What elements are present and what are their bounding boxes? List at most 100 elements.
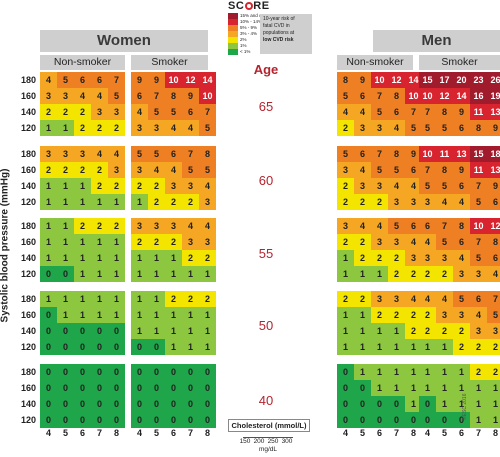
risk-cell: 0 (57, 323, 74, 339)
risk-cell: 5 (165, 104, 182, 120)
risk-cell: 10 (371, 72, 388, 88)
risk-cell: 2 (74, 120, 91, 136)
risk-cell: 6 (487, 250, 500, 266)
risk-cell: 2 (337, 234, 354, 250)
risk-cell: 1 (436, 364, 453, 380)
legend-desc-line: fatal CVD in (263, 23, 290, 29)
legend-swatch (228, 31, 238, 37)
risk-cell: 0 (199, 412, 216, 428)
risk-cell: 4 (419, 234, 436, 250)
risk-cell: 0 (148, 380, 165, 396)
risk-cell: 1 (74, 194, 91, 210)
men-header: Men (373, 30, 500, 52)
risk-cell: 2 (371, 194, 388, 210)
risk-cell: 2 (74, 162, 91, 178)
risk-cell: 1 (148, 291, 165, 307)
risk-cell: 1 (74, 250, 91, 266)
risk-cell: 5 (436, 178, 453, 194)
risk-cell: 4 (388, 120, 405, 136)
risk-cell: 0 (40, 364, 57, 380)
risk-cell: 6 (405, 218, 422, 234)
risk-cell: 4 (405, 178, 422, 194)
logo-heart-icon (244, 2, 253, 10)
risk-cell: 10 (419, 146, 436, 162)
legend-label: < 1% (240, 49, 251, 54)
risk-cell: 0 (131, 364, 148, 380)
risk-cell: 0 (371, 396, 388, 412)
risk-cell: 4 (354, 218, 371, 234)
risk-cell: 0 (354, 396, 371, 412)
risk-cell: 1 (131, 291, 148, 307)
risk-cell: 1 (453, 380, 470, 396)
risk-cell: 4 (108, 146, 125, 162)
risk-cell: 0 (131, 396, 148, 412)
risk-cell: 2 (91, 178, 108, 194)
risk-cell: 6 (405, 162, 422, 178)
risk-cell: 8 (199, 146, 216, 162)
bp-row-label: 120 (20, 415, 36, 425)
legend-label: 2% (240, 37, 247, 42)
risk-cell: 0 (57, 339, 74, 355)
risk-cell: 0 (131, 339, 148, 355)
risk-cell: 8 (436, 104, 453, 120)
risk-cell: 3 (436, 250, 453, 266)
risk-cell: 0 (91, 364, 108, 380)
cholesterol-x-label: 8 (113, 428, 119, 438)
risk-cell: 4 (91, 146, 108, 162)
risk-cell: 0 (91, 412, 108, 428)
risk-cell: 1 (371, 323, 388, 339)
risk-cell: 1 (436, 380, 453, 396)
risk-cell: 6 (453, 234, 470, 250)
risk-cell: 0 (40, 339, 57, 355)
risk-cell: 0 (199, 364, 216, 380)
bp-row-label: 140 (20, 253, 36, 263)
risk-cell: 0 (40, 396, 57, 412)
risk-cell: 5 (419, 178, 436, 194)
risk-cell: 10 (199, 88, 216, 104)
cholesterol-x-label: 5 (153, 428, 159, 438)
risk-cell: 9 (405, 146, 422, 162)
risk-cell: 6 (131, 88, 148, 104)
risk-cell: 0 (74, 412, 91, 428)
risk-cell: 5 (337, 146, 354, 162)
risk-cell: 1 (337, 339, 354, 355)
risk-cell: 3 (148, 218, 165, 234)
risk-cell: 8 (388, 88, 405, 104)
risk-cell: 0 (354, 412, 371, 428)
risk-cell: 0 (419, 396, 436, 412)
risk-cell: 2 (182, 250, 199, 266)
risk-cell: 1 (199, 266, 216, 282)
risk-cell: 5 (108, 88, 125, 104)
risk-cell: 3 (453, 307, 470, 323)
bp-row-label: 180 (20, 294, 36, 304)
risk-cell: 0 (165, 396, 182, 412)
risk-cell: 1 (108, 234, 125, 250)
risk-cell: 3 (354, 120, 371, 136)
risk-cell: 1 (371, 364, 388, 380)
risk-cell: 2 (108, 218, 125, 234)
risk-cell: 2 (419, 323, 436, 339)
risk-cell: 7 (182, 146, 199, 162)
risk-cell: 3 (371, 291, 388, 307)
risk-cell: 1 (40, 291, 57, 307)
score-logo: SC RE (228, 0, 278, 12)
men-smoker-header: Smoker (419, 55, 500, 70)
risk-cell: 3 (108, 104, 125, 120)
risk-cell: 4 (199, 178, 216, 194)
legend-swatch (228, 37, 238, 43)
risk-cell: 1 (131, 250, 148, 266)
risk-cell: 0 (108, 364, 125, 380)
risk-cell: 2 (453, 323, 470, 339)
risk-cell: 1 (165, 307, 182, 323)
risk-cell: 4 (131, 104, 148, 120)
risk-cell: 3 (388, 291, 405, 307)
risk-cell: 9 (487, 120, 500, 136)
risk-cell: 6 (453, 178, 470, 194)
copyright: ©ESC 2016 (462, 393, 468, 420)
risk-cell: 3 (91, 104, 108, 120)
risk-cell: 3 (405, 194, 422, 210)
cholesterol-x-label: 4 (424, 428, 430, 438)
risk-cell: 6 (453, 120, 470, 136)
risk-cell: 9 (487, 178, 500, 194)
risk-cell: 1 (436, 339, 453, 355)
